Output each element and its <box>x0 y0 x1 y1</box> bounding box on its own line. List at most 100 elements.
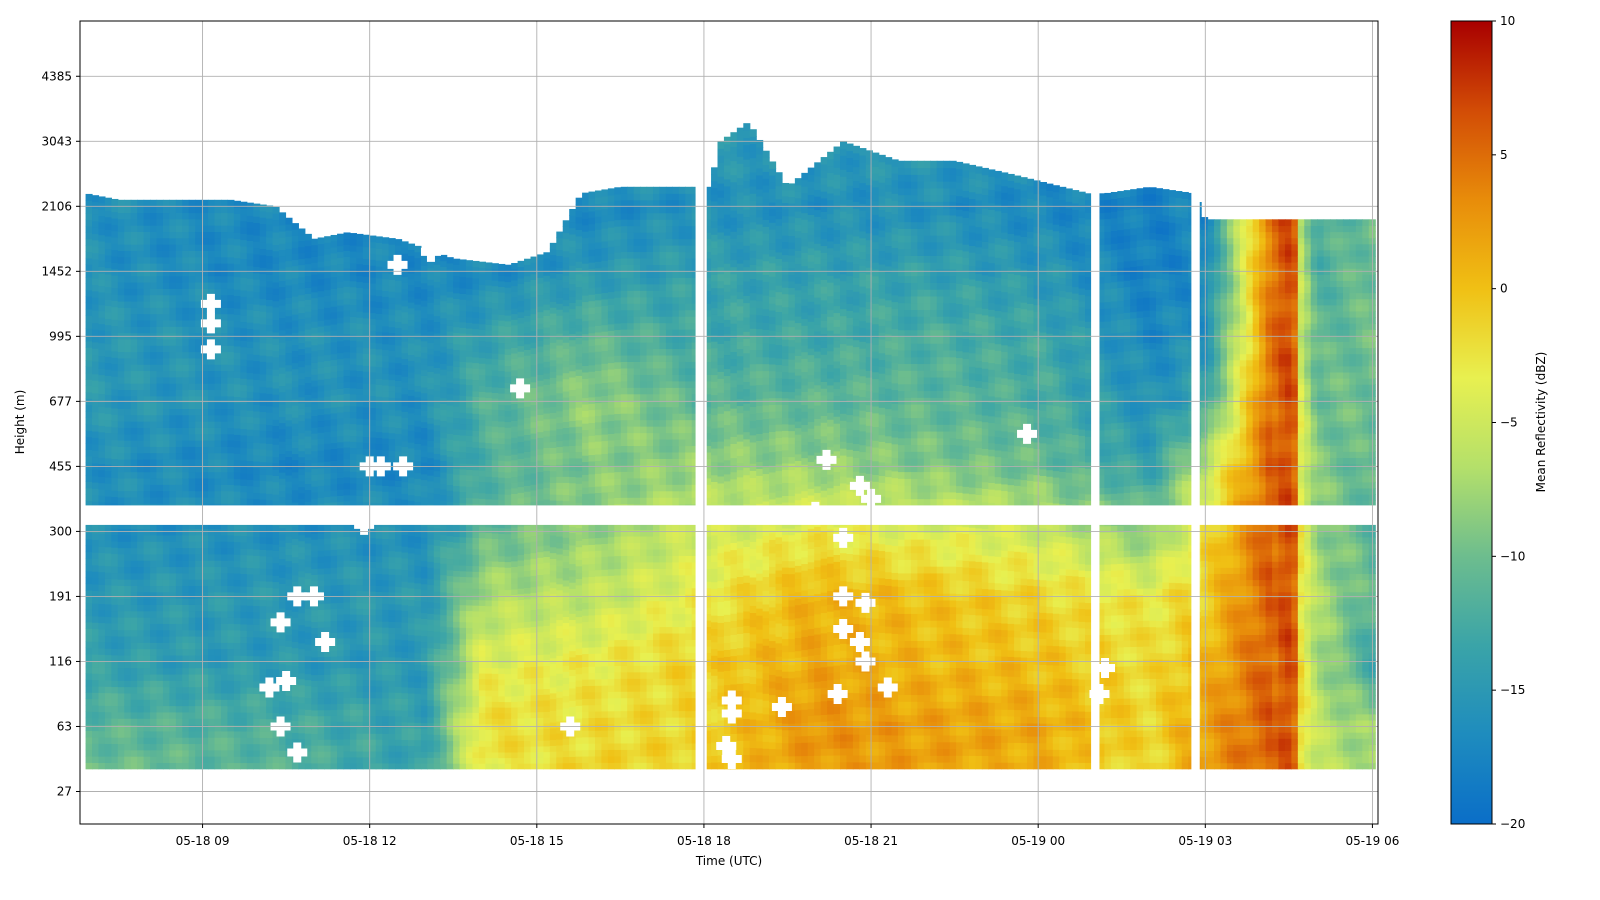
heatmap-cell <box>86 424 93 431</box>
heatmap-cell <box>421 358 428 364</box>
heatmap-cell <box>150 687 157 694</box>
heatmap-cell <box>427 584 434 590</box>
heatmap-cell <box>273 744 280 751</box>
heatmap-cell <box>434 648 441 654</box>
heatmap-cell <box>305 305 312 312</box>
heatmap-cell <box>118 282 125 289</box>
heatmap-cell <box>195 307 202 314</box>
heatmap-cell <box>157 762 164 769</box>
heatmap-cell <box>176 276 183 283</box>
heatmap-cell <box>98 355 105 362</box>
heatmap-cell <box>331 662 338 669</box>
heatmap-cell <box>356 353 363 360</box>
heatmap-cell <box>253 555 260 562</box>
heatmap-cell <box>92 291 99 298</box>
heatmap-cell <box>227 421 234 428</box>
heatmap-cell <box>118 415 125 422</box>
heatmap-cell <box>195 529 202 536</box>
heatmap-cell <box>98 642 105 649</box>
heatmap-cell <box>266 481 273 488</box>
heatmap-cell <box>382 237 389 244</box>
heatmap-cell <box>350 459 357 466</box>
heatmap-cell <box>92 699 99 706</box>
heatmap-cell <box>292 381 299 388</box>
heatmap-cell <box>215 446 222 453</box>
heatmap-cell <box>382 373 389 380</box>
heatmap-cell <box>273 694 280 701</box>
heatmap-cell <box>285 383 292 390</box>
heatmap-cell <box>124 642 131 649</box>
heatmap-cell <box>111 724 118 731</box>
heatmap-cell <box>356 246 363 253</box>
heatmap-cell <box>124 585 131 592</box>
heatmap-cell <box>182 472 189 479</box>
heatmap-cell <box>318 444 325 451</box>
heatmap-cell <box>98 279 105 286</box>
heatmap-cell <box>176 434 183 441</box>
heatmap-cell <box>408 284 415 290</box>
heatmap-cell <box>331 632 338 639</box>
heatmap-cell <box>150 377 157 384</box>
heatmap-cell <box>273 738 280 745</box>
heatmap-cell <box>253 386 260 393</box>
heatmap-cell <box>369 715 376 722</box>
heatmap-cell <box>131 421 138 428</box>
heatmap-cell <box>324 325 331 332</box>
heatmap-cell <box>221 598 228 605</box>
heatmap-cell <box>421 410 428 416</box>
heatmap-cell <box>189 200 196 207</box>
heatmap-cell <box>253 342 260 349</box>
heatmap-cell <box>169 219 176 226</box>
heatmap-cell <box>356 632 363 639</box>
heatmap-cell <box>98 368 105 375</box>
heatmap-cell <box>247 624 254 631</box>
heatmap-cell <box>253 568 260 575</box>
heatmap-cell <box>440 655 447 661</box>
heatmap-cell <box>86 558 93 565</box>
heatmap-cell <box>298 289 305 296</box>
heatmap-cell <box>427 406 434 412</box>
heatmap-cell <box>260 299 267 306</box>
heatmap-cell <box>350 644 357 651</box>
heatmap-cell <box>408 360 415 366</box>
heatmap-cell <box>208 668 215 675</box>
heatmap-cell <box>376 739 383 746</box>
heatmap-cell <box>285 610 292 617</box>
heatmap-cell <box>260 662 267 669</box>
heatmap-cell <box>382 527 389 534</box>
heatmap-cell <box>427 665 434 671</box>
heatmap-cell <box>176 750 183 757</box>
heatmap-cell <box>279 633 286 640</box>
heatmap-cell <box>376 574 383 581</box>
heatmap-cell <box>195 699 202 706</box>
heatmap-cell <box>363 561 370 568</box>
heatmap-cell <box>86 405 93 412</box>
heatmap-cell <box>356 270 363 277</box>
heatmap-cell <box>253 687 260 694</box>
heatmap-cell <box>221 731 228 738</box>
heatmap-cell <box>169 250 176 257</box>
heatmap-cell <box>86 730 93 737</box>
heatmap-cell <box>215 630 222 637</box>
heatmap-cell <box>169 579 176 586</box>
heatmap-cell <box>408 728 415 734</box>
heatmap-cell <box>331 443 338 450</box>
heatmap-cell <box>137 345 144 352</box>
heatmap-cell <box>169 295 176 302</box>
heatmap-cell <box>189 756 196 763</box>
heatmap-cell <box>350 418 357 425</box>
heatmap-cell <box>305 246 312 253</box>
heatmap-cell <box>157 295 164 302</box>
heatmap-cell <box>344 346 351 353</box>
heatmap-cell <box>285 230 292 237</box>
heatmap-cell <box>414 455 421 461</box>
heatmap-cell <box>363 395 370 402</box>
heatmap-cell <box>363 359 370 366</box>
heatmap-cell <box>105 356 112 363</box>
heatmap-cell <box>414 623 421 629</box>
heatmap-cell <box>111 440 118 447</box>
heatmap-cell <box>169 206 176 213</box>
heatmap-cell <box>285 738 292 745</box>
heatmap-cell <box>124 649 131 656</box>
heatmap-cell <box>131 408 138 415</box>
